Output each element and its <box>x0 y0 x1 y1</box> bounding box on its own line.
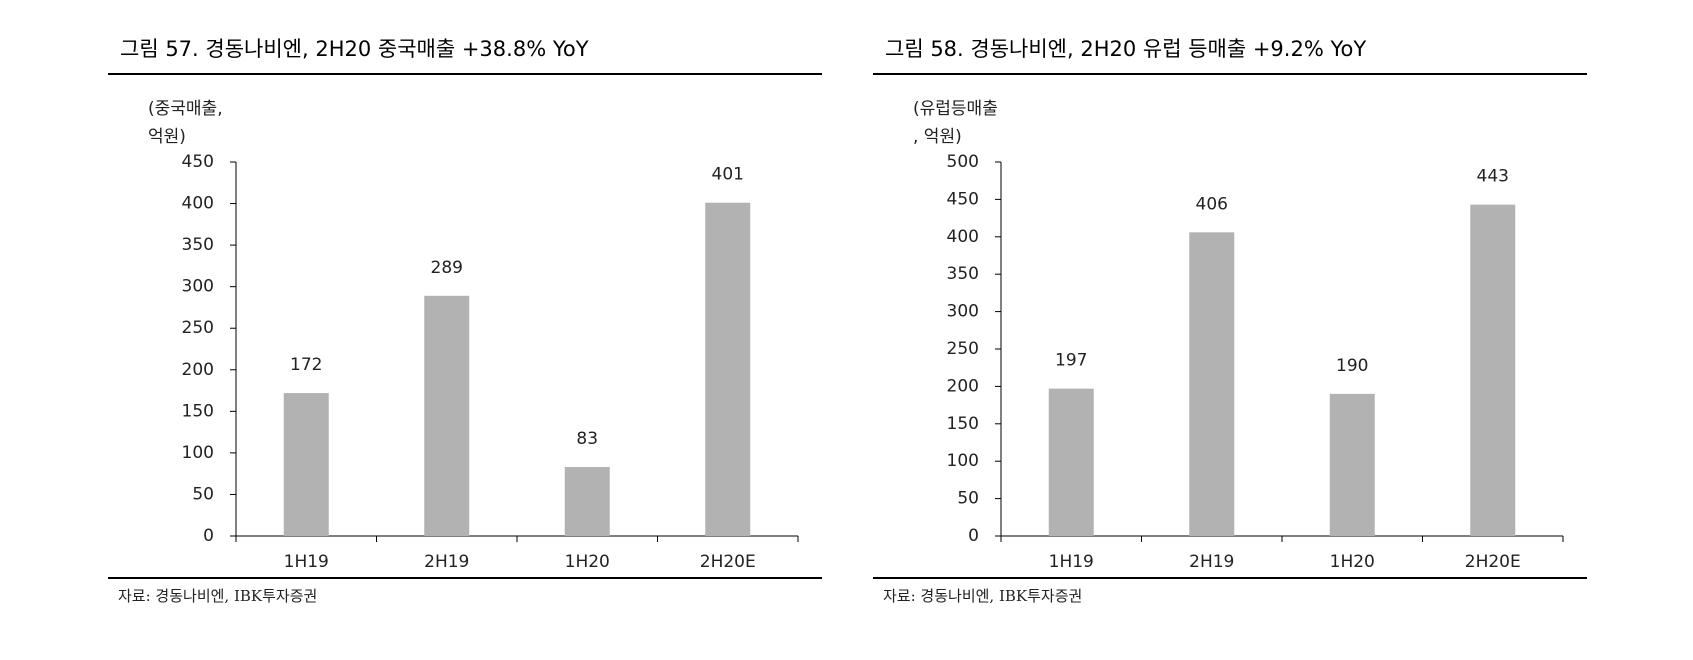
y-axis-label: 억원) <box>148 127 186 147</box>
value-label: 83 <box>576 429 598 449</box>
y-tick-label: 0 <box>968 526 979 546</box>
x-tick-label: 1H20 <box>1330 552 1375 572</box>
y-axis-label: , 억원) <box>913 127 962 147</box>
x-tick-label: 2H20E <box>1465 552 1521 572</box>
y-axis-label: (중국매출, <box>148 99 223 119</box>
bar <box>1329 393 1375 536</box>
x-tick-label: 2H19 <box>1189 552 1234 572</box>
source: 자료: 경동나비엔, IBK투자증권 <box>883 587 1082 605</box>
bar <box>705 202 751 537</box>
bar <box>1470 204 1516 537</box>
value-label: 190 <box>1336 356 1368 376</box>
x-tick-label: 1H19 <box>284 552 329 572</box>
y-tick-label: 150 <box>182 401 214 421</box>
y-axis-label: (유럽등매출 <box>913 99 998 119</box>
bar <box>424 295 470 536</box>
y-tick-label: 400 <box>947 227 979 247</box>
value-label: 401 <box>712 165 744 185</box>
value-label: 172 <box>290 355 322 375</box>
y-tick-label: 50 <box>957 489 979 509</box>
bar <box>564 467 610 536</box>
value-label: 406 <box>1196 194 1228 214</box>
x-tick-label: 2H19 <box>424 552 469 572</box>
chart-title: 그림 58. 경동나비엔, 2H20 유럽 등매출 +9.2% YoY <box>885 37 1366 61</box>
y-tick-label: 250 <box>947 339 979 359</box>
x-tick-label: 1H19 <box>1049 552 1094 572</box>
bar <box>283 393 329 536</box>
bar <box>1189 232 1235 536</box>
y-tick-label: 150 <box>947 414 979 434</box>
value-label: 443 <box>1477 167 1509 187</box>
y-tick-label: 100 <box>947 451 979 471</box>
y-tick-label: 350 <box>182 235 214 255</box>
y-tick-label: 450 <box>182 152 214 172</box>
y-tick-label: 0 <box>203 526 214 546</box>
y-tick-label: 450 <box>947 189 979 209</box>
source: 자료: 경동나비엔, IBK투자증권 <box>118 587 317 605</box>
y-tick-label: 300 <box>182 277 214 297</box>
y-tick-label: 250 <box>182 318 214 338</box>
y-tick-label: 350 <box>947 264 979 284</box>
y-tick-label: 200 <box>947 376 979 396</box>
y-tick-label: 500 <box>947 152 979 172</box>
value-label: 197 <box>1055 351 1087 371</box>
bar <box>1048 388 1094 536</box>
y-tick-label: 400 <box>182 194 214 214</box>
y-tick-label: 300 <box>947 302 979 322</box>
x-tick-label: 1H20 <box>565 552 610 572</box>
chart-title: 그림 57. 경동나비엔, 2H20 중국매출 +38.8% YoY <box>120 37 589 61</box>
y-tick-label: 200 <box>182 360 214 380</box>
y-tick-label: 100 <box>182 443 214 463</box>
y-tick-label: 50 <box>192 484 214 504</box>
x-tick-label: 2H20E <box>700 552 756 572</box>
value-label: 289 <box>431 258 463 278</box>
